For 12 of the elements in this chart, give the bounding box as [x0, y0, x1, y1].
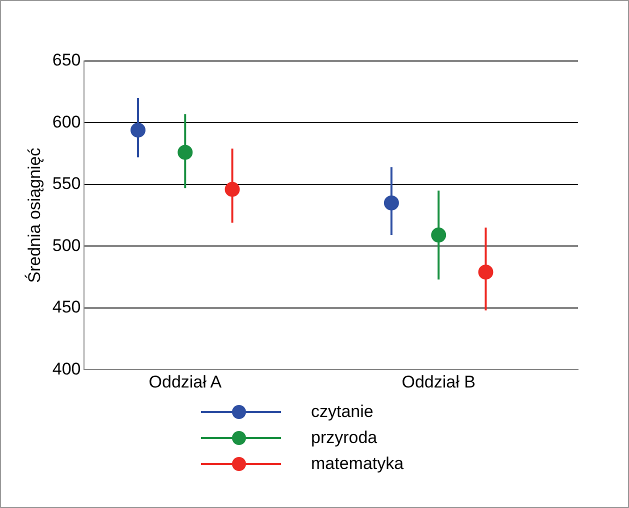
y-tick-label: 450	[52, 298, 81, 317]
y-tick-label: 400	[52, 359, 81, 378]
x-tick-label: Oddział B	[402, 372, 476, 392]
y-axis-title: Średnia osiągnięć	[24, 147, 44, 283]
legend-label: przyroda	[311, 428, 378, 448]
x-tick-label: Oddział A	[148, 372, 222, 392]
y-tick-label: 600	[52, 112, 81, 132]
y-tick-label: 500	[52, 236, 81, 255]
y-tick-label: 650	[52, 50, 81, 70]
y-tick-label: 550	[52, 174, 81, 194]
legend-label: matematyka	[311, 454, 404, 474]
legend-label: czytanie	[311, 402, 374, 422]
